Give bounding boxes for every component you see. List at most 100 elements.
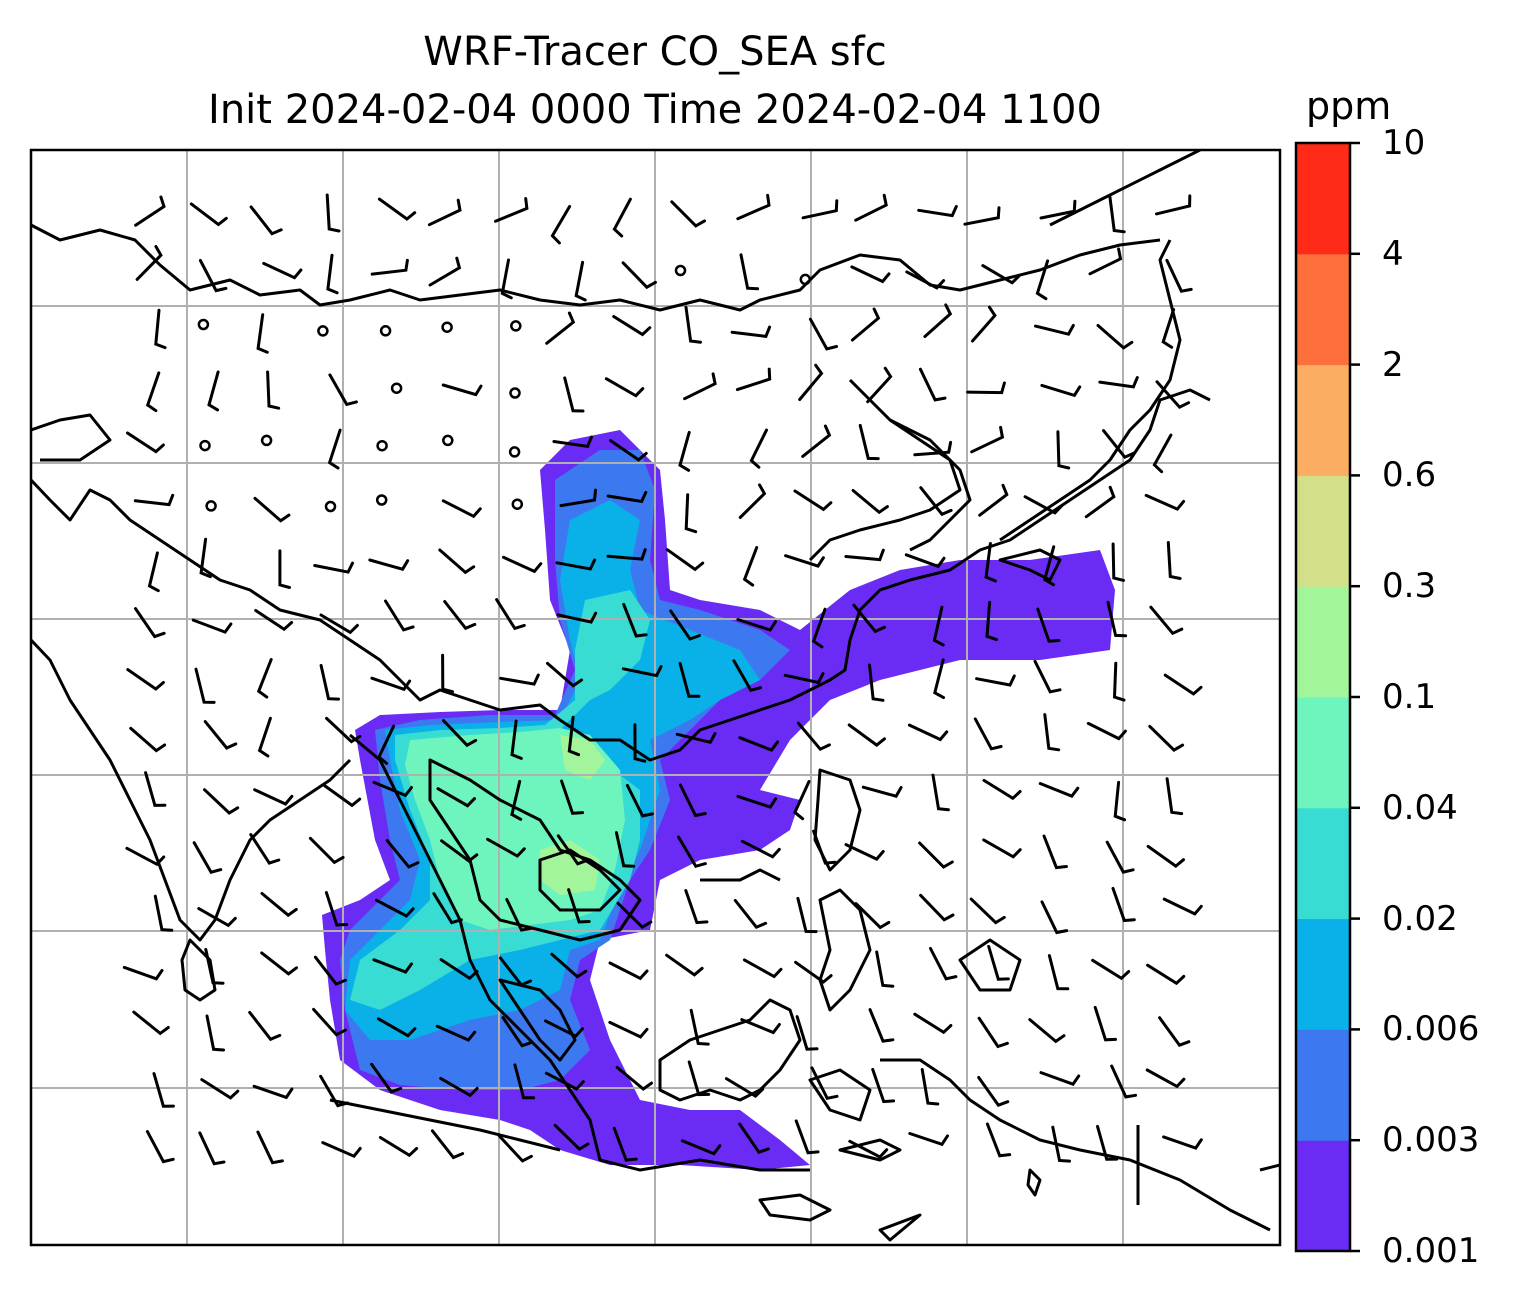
wind-barb xyxy=(724,1077,765,1098)
wind-barb xyxy=(377,724,396,765)
wind-barb xyxy=(1144,493,1186,511)
wind-barb xyxy=(440,839,479,863)
wind-barb xyxy=(665,548,705,572)
wind-barb xyxy=(1043,713,1061,752)
wind-barb xyxy=(200,1078,240,1100)
wind-barb xyxy=(793,489,833,512)
wind-barb xyxy=(254,609,294,632)
wind-barb xyxy=(1155,194,1192,216)
wind-barb xyxy=(1084,485,1116,519)
wind-barb xyxy=(684,493,698,534)
wind-barb xyxy=(868,1008,895,1043)
colorbar-unit: ppm xyxy=(1306,84,1392,128)
wind-barb xyxy=(1112,661,1126,702)
wind-barb xyxy=(435,1024,477,1042)
wind-barb xyxy=(1106,600,1128,638)
wind-barb xyxy=(973,717,1003,751)
wind-barb xyxy=(868,663,885,702)
wind-barb xyxy=(550,205,572,245)
wind-barb xyxy=(1056,430,1071,470)
wind-barb xyxy=(905,270,946,290)
wind-barb xyxy=(733,899,768,930)
wind-barb xyxy=(189,202,228,227)
wind-barb xyxy=(152,1072,175,1108)
wind-barb xyxy=(199,537,212,579)
wind-barb xyxy=(907,723,949,742)
wind-barb xyxy=(678,430,691,472)
wind-barbs xyxy=(122,193,1203,1166)
wind-barb xyxy=(739,253,760,291)
wind-barb xyxy=(844,548,885,562)
wind-barb xyxy=(567,715,581,757)
wind-barb xyxy=(249,205,283,236)
colorbar-tick-label: 2 xyxy=(1382,344,1404,385)
wind-barb xyxy=(560,779,585,815)
colorbar-tick-label: 0.6 xyxy=(1382,455,1437,496)
calm-wind-marker xyxy=(799,273,812,286)
wind-barb xyxy=(749,428,768,469)
wind-barb xyxy=(742,546,759,587)
wind-barb xyxy=(325,716,362,744)
wind-barb xyxy=(500,258,513,300)
wind-barb xyxy=(376,1017,417,1038)
wind-barb xyxy=(324,891,349,927)
wind-barb xyxy=(256,313,269,354)
wind-barb xyxy=(153,894,174,932)
calm-wind-marker xyxy=(510,320,522,332)
wind-barb xyxy=(677,835,707,869)
wind-barb xyxy=(203,720,238,750)
wind-barb xyxy=(326,253,339,295)
wind-barb xyxy=(621,665,663,678)
wind-barb xyxy=(327,428,342,470)
wind-barb xyxy=(319,1074,349,1108)
wind-barb xyxy=(969,897,1006,925)
calm-wind-marker xyxy=(379,325,392,337)
wind-barb xyxy=(1051,1125,1071,1163)
wind-barb xyxy=(252,1084,294,1100)
wind-barb xyxy=(683,372,717,401)
wind-barb xyxy=(604,377,645,398)
wind-barb xyxy=(556,834,589,866)
wind-barb xyxy=(675,732,717,745)
wind-barb xyxy=(908,1132,949,1147)
colorbar-segment xyxy=(1296,143,1350,255)
wind-barb xyxy=(866,366,893,404)
wind-barb xyxy=(133,493,175,507)
tracer-plume xyxy=(322,430,1115,1170)
wind-barb xyxy=(438,548,476,575)
wind-barb xyxy=(499,673,540,686)
wind-barb xyxy=(278,549,291,589)
wind-barb xyxy=(543,1019,584,1039)
chart-title-line1: WRF-Tracer CO_SEA sfc xyxy=(423,29,887,75)
colorbar-segment xyxy=(1296,1140,1350,1252)
wind-barb xyxy=(545,311,576,345)
wind-barb xyxy=(248,1010,282,1042)
wind-barb xyxy=(495,598,526,631)
wind-barb xyxy=(385,839,420,869)
wind-barb xyxy=(919,893,955,922)
wind-barb xyxy=(612,197,632,238)
wind-barb xyxy=(312,1007,347,1037)
wind-barb xyxy=(510,779,523,821)
wind-barb xyxy=(854,902,891,930)
wind-barb xyxy=(126,668,165,691)
wind-barb xyxy=(740,839,781,859)
wind-barb xyxy=(441,499,482,519)
wind-barb xyxy=(372,780,413,798)
wind-barb xyxy=(738,483,767,519)
wind-barb xyxy=(1042,834,1068,870)
wind-barb xyxy=(606,490,648,504)
wind-barb xyxy=(612,1126,638,1162)
wind-barb xyxy=(377,197,417,221)
colorbar-tick-label: 0.006 xyxy=(1382,1009,1480,1050)
wind-barb xyxy=(1111,542,1125,582)
wind-barb xyxy=(678,783,707,818)
wind-barb xyxy=(494,197,529,223)
wind-barb xyxy=(985,600,998,642)
colorbar-tick-label: 0.1 xyxy=(1382,677,1437,717)
wind-barb xyxy=(313,955,347,986)
wind-barb xyxy=(510,719,523,760)
wind-barb xyxy=(145,371,161,413)
calm-wind-marker xyxy=(205,500,217,512)
wind-barb xyxy=(929,947,958,981)
